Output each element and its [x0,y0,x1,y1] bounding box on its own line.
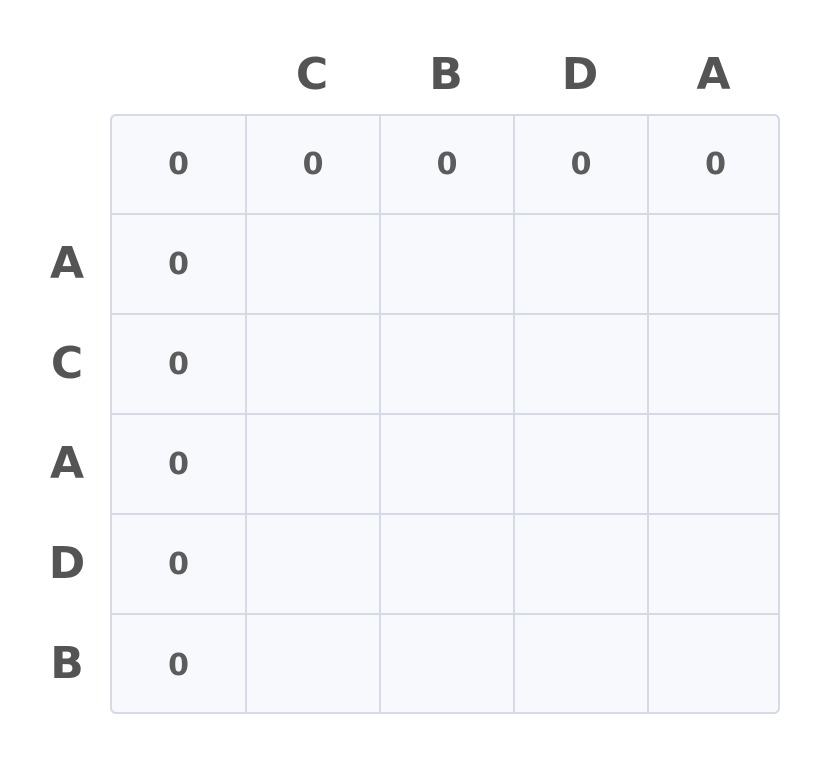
table-cell-2-0: 0 [112,315,247,415]
table-cell-4-4 [649,515,778,615]
row-header: A [49,237,85,289]
table-cell-5-0: 0 [112,615,247,712]
column-header: B [429,48,463,100]
table-cell-5-2 [381,615,515,712]
row-header: D [48,537,86,589]
table-cell-3-2 [381,415,515,515]
table-cell-1-3 [515,215,649,315]
table-cell-3-0: 0 [112,415,247,515]
table-cell-5-4 [649,615,778,712]
table-cell-5-1 [247,615,381,712]
table-cell-3-1 [247,415,381,515]
table-cell-1-2 [381,215,515,315]
table-cell-1-0: 0 [112,215,247,315]
table-cell-4-3 [515,515,649,615]
table-cell-0-3: 0 [515,116,649,215]
table-cell-5-3 [515,615,649,712]
table-cell-0-4: 0 [649,116,778,215]
column-header: D [561,48,599,100]
table-cell-4-0: 0 [112,515,247,615]
table-cell-0-2: 0 [381,116,515,215]
table-cell-4-1 [247,515,381,615]
row-header: A [49,437,85,489]
table-cell-2-2 [381,315,515,415]
table-cell-3-3 [515,415,649,515]
table-cell-4-2 [381,515,515,615]
table-cell-0-0: 0 [112,116,247,215]
column-header: C [295,48,329,100]
table-cell-2-1 [247,315,381,415]
table-cell-3-4 [649,415,778,515]
column-header: A [696,48,731,100]
table-cell-1-4 [649,215,778,315]
table-cell-0-1: 0 [247,116,381,215]
row-header: B [50,638,84,689]
table-cell-1-1 [247,215,381,315]
table-cell-2-4 [649,315,778,415]
table-cell-2-3 [515,315,649,415]
row-header: C [50,337,84,389]
